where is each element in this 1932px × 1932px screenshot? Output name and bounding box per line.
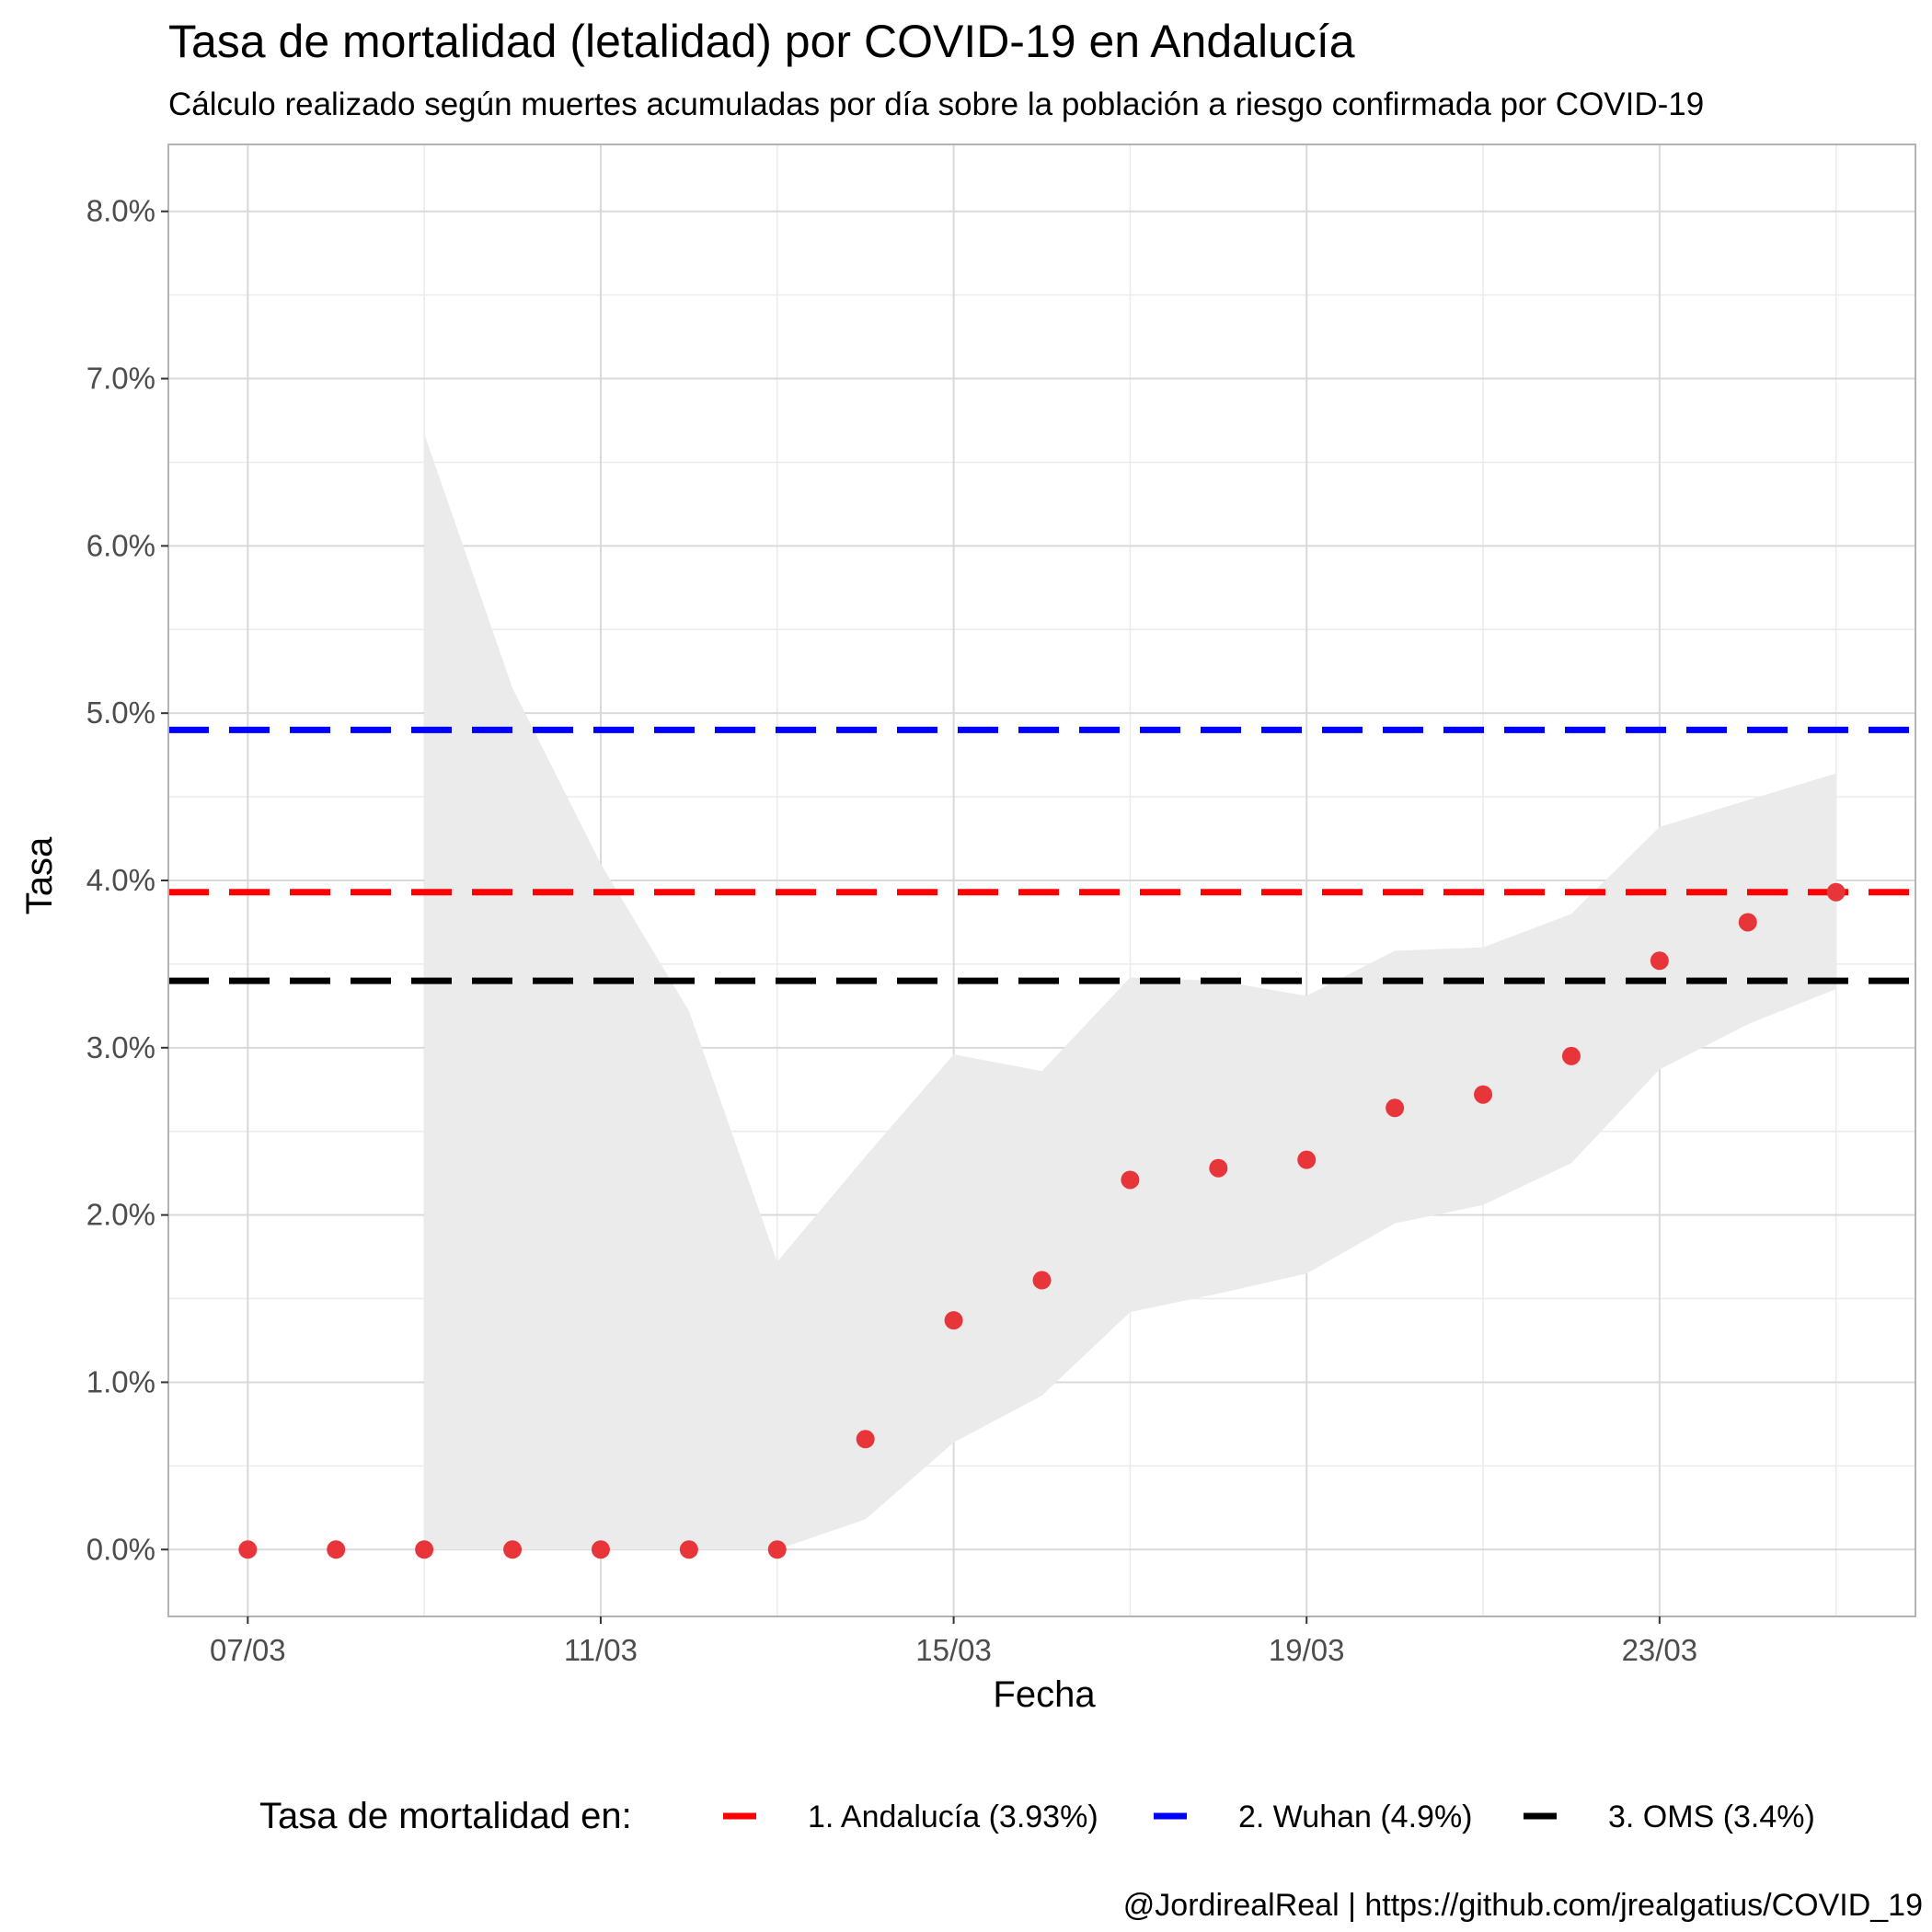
y-tick-label: 4.0% [86, 863, 155, 897]
legend-label-2: 2. Wuhan (4.9%) [1238, 1800, 1473, 1834]
y-axis-ticks: 0.0% 1.0% 2.0% 3.0% 4.0% 5.0% 6.0% 7.0% 8.0% [86, 194, 168, 1566]
data-point [1386, 1098, 1405, 1118]
reference-lines [168, 726, 1915, 984]
legend-label-1: 1. Andalucía (3.93%) [808, 1800, 1098, 1834]
data-point [327, 1540, 346, 1559]
x-tick-label: 15/03 [915, 1633, 992, 1667]
data-point [1032, 1271, 1052, 1290]
data-point [679, 1540, 698, 1559]
data-point [1561, 1046, 1581, 1065]
data-point [1738, 913, 1757, 932]
data-point [1209, 1158, 1228, 1178]
data-point [1650, 951, 1669, 971]
x-tick-label: 19/03 [1269, 1633, 1345, 1667]
data-point [1474, 1085, 1493, 1104]
confidence-band [424, 433, 1836, 1550]
y-tick-label: 5.0% [86, 696, 155, 730]
chart-subtitle: Cálculo realizado según muertes acumulad… [168, 86, 1704, 122]
data-point [1297, 1150, 1317, 1169]
chart-title: Tasa de mortalidad (letalidad) por COVID… [168, 16, 1355, 67]
legend-title: Tasa de mortalidad en: [259, 1796, 632, 1836]
x-tick-label: 11/03 [564, 1633, 638, 1667]
legend-label-3: 3. OMS (3.4%) [1608, 1800, 1815, 1834]
x-axis-ticks: 07/03 11/03 15/03 19/03 23/03 [210, 1616, 1697, 1667]
data-point [856, 1430, 875, 1449]
data-point [1826, 882, 1846, 902]
confidence-band-area [424, 433, 1836, 1550]
y-tick-label: 0.0% [86, 1532, 155, 1566]
y-tick-label: 2.0% [86, 1198, 155, 1232]
y-axis-title: Tasa [19, 836, 60, 914]
legend: Tasa de mortalidad en: 1. Andalucía (3.9… [259, 1796, 1815, 1836]
y-tick-label: 6.0% [86, 528, 155, 562]
y-tick-label: 8.0% [86, 194, 155, 228]
data-point [1121, 1170, 1140, 1190]
data-point [503, 1540, 523, 1559]
y-tick-label: 7.0% [86, 362, 155, 396]
x-tick-label: 07/03 [210, 1633, 286, 1667]
x-axis-title: Fecha [993, 1674, 1096, 1715]
data-points [238, 882, 1846, 1559]
data-point [591, 1540, 610, 1559]
data-point [415, 1540, 434, 1559]
x-tick-label: 23/03 [1622, 1633, 1698, 1667]
data-point [944, 1311, 963, 1330]
y-tick-label: 1.0% [86, 1364, 155, 1398]
data-point [767, 1540, 787, 1559]
chart-caption: @JordirealReal | https://github.com/jrea… [1123, 1888, 1923, 1923]
data-point [238, 1540, 258, 1559]
y-tick-label: 3.0% [86, 1030, 155, 1064]
